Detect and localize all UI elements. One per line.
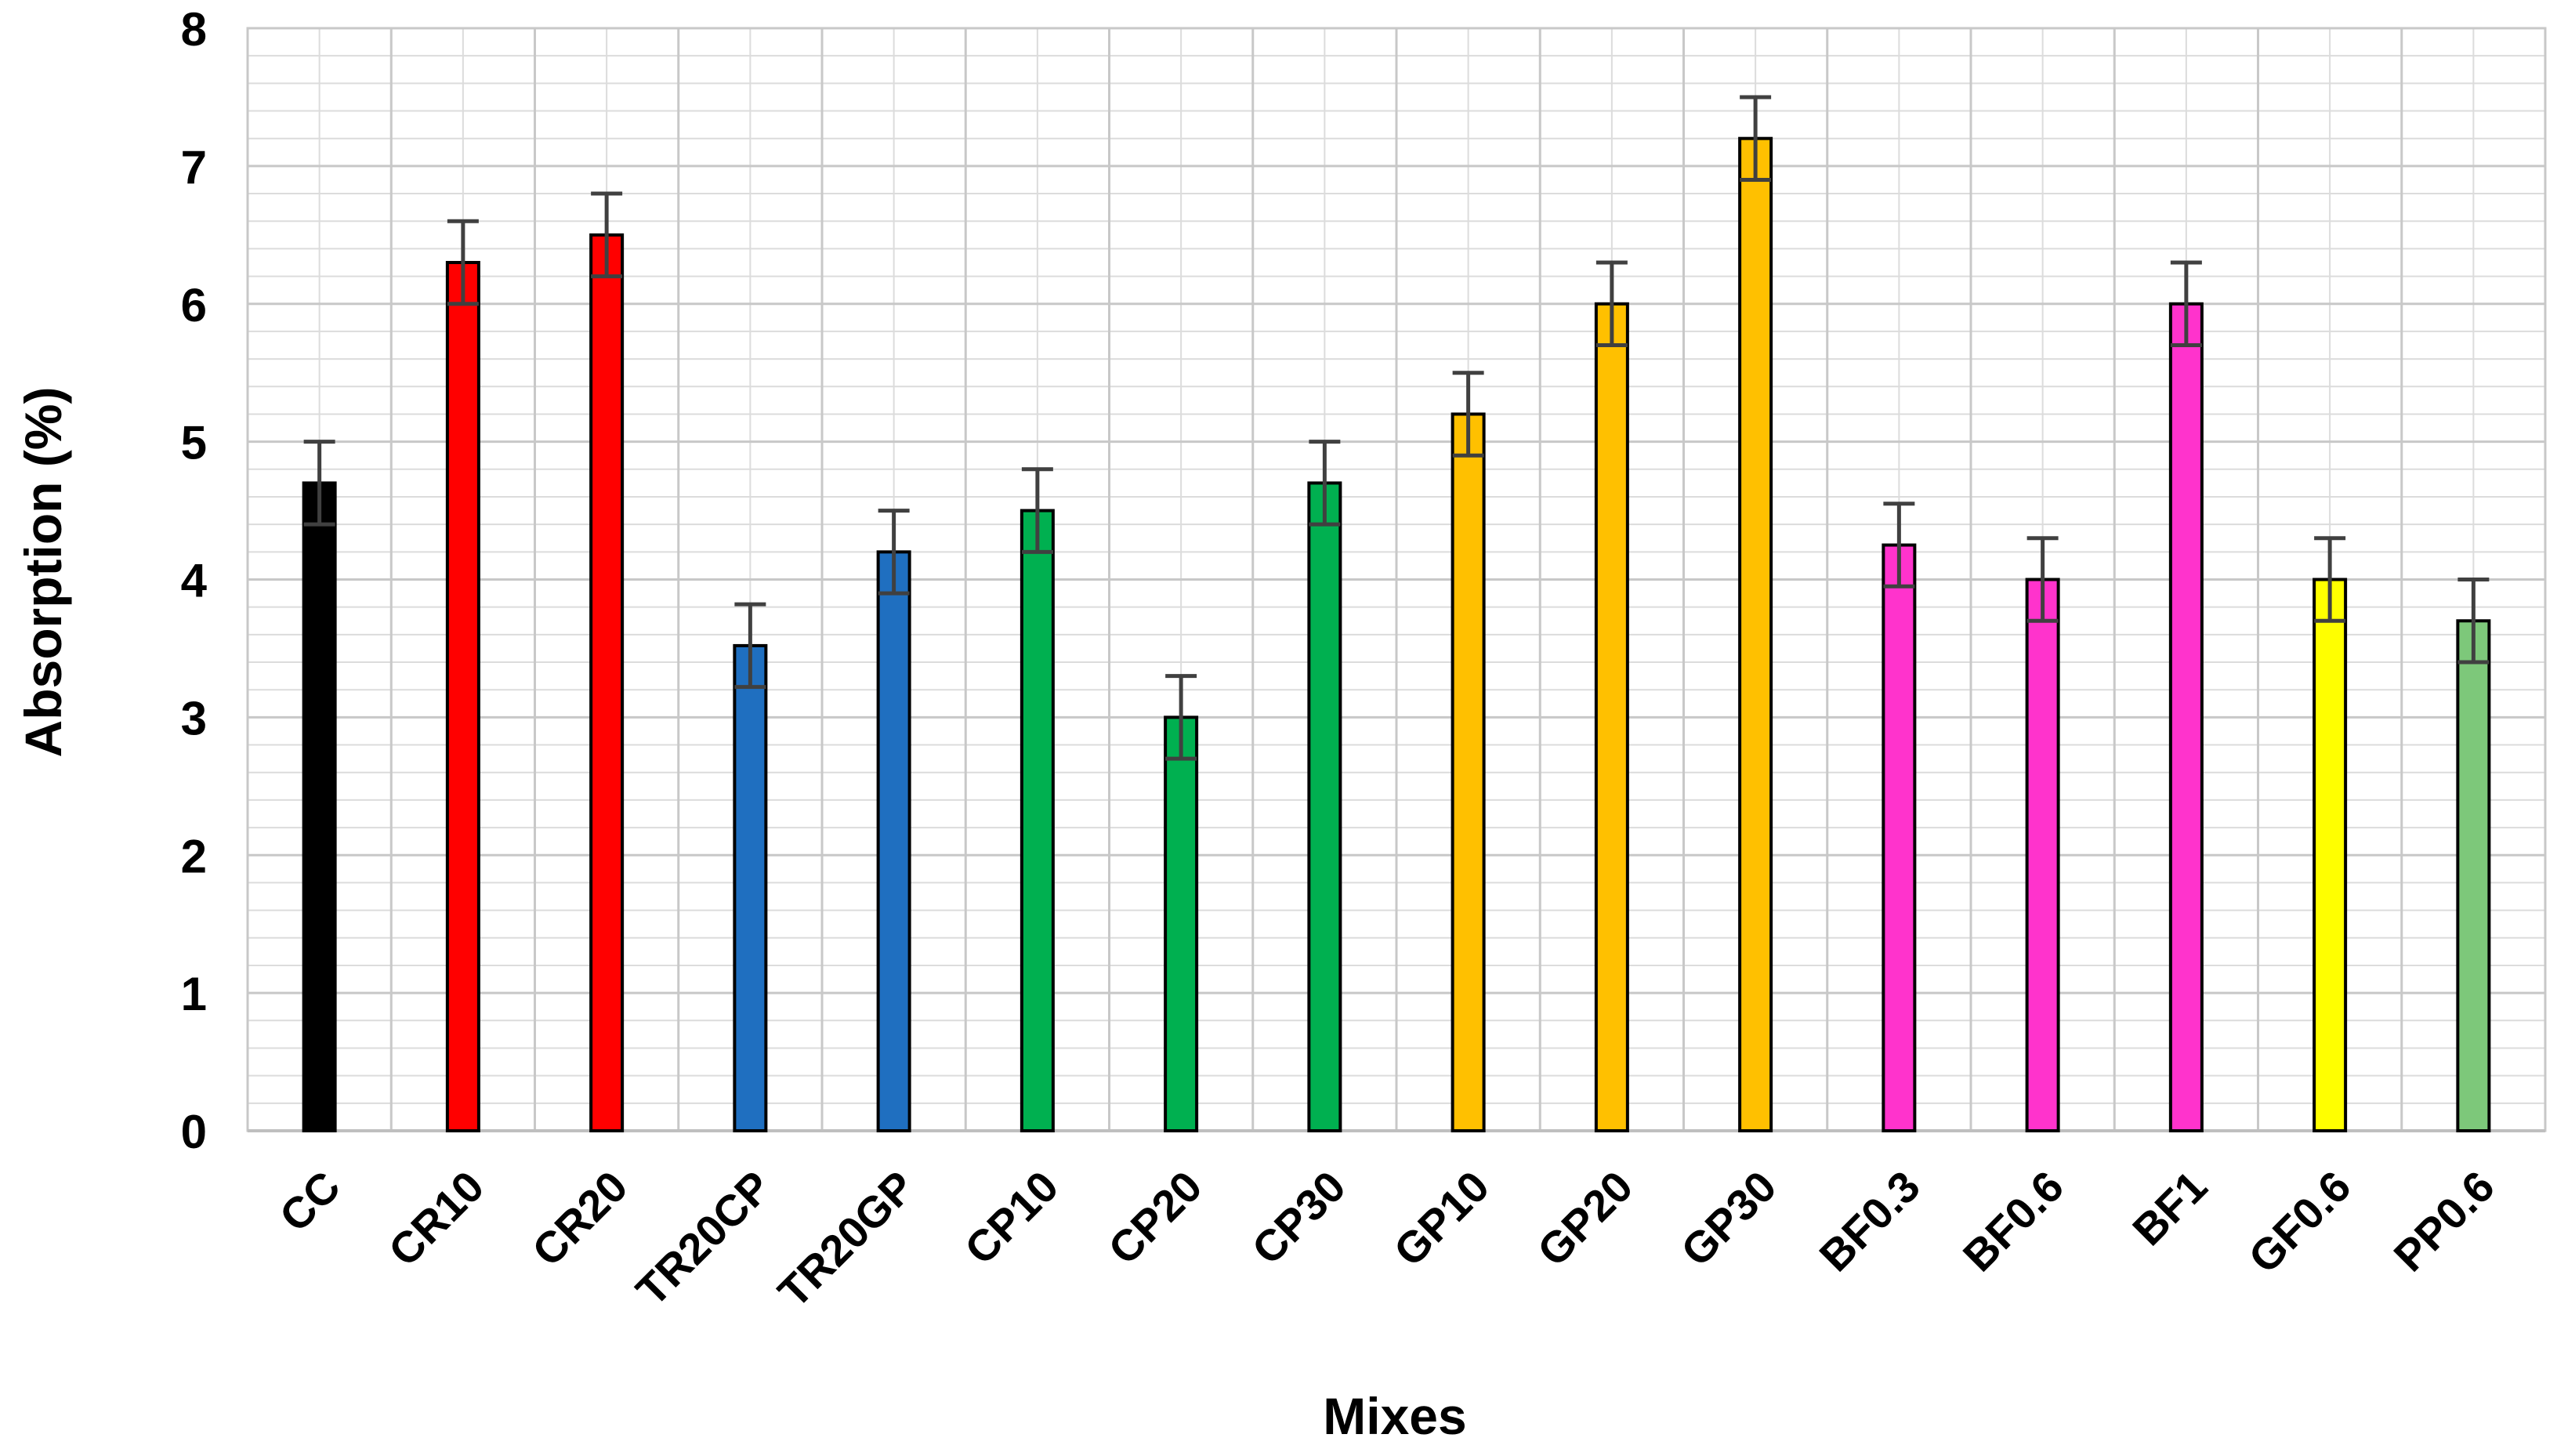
bar-cp10 — [1020, 509, 1055, 1132]
x-tick-label: GP30 — [1671, 1161, 1786, 1276]
y-axis-title: Absorption (%) — [14, 387, 72, 758]
error-bar-cc — [303, 440, 335, 527]
bar-cr20 — [589, 233, 625, 1132]
bar-gp10 — [1451, 412, 1486, 1132]
x-tick-label: CC — [270, 1161, 350, 1241]
error-bar-gp10 — [1452, 371, 1484, 458]
bar-bf0-3 — [1882, 543, 1917, 1132]
x-tick-label: TR20GP — [769, 1161, 925, 1317]
bar-tr20gp — [876, 550, 911, 1132]
error-bar-tr20cp — [734, 602, 766, 690]
x-tick-label: BF0.6 — [1954, 1161, 2073, 1280]
error-bar-gp30 — [1740, 95, 1772, 182]
bar-cr10 — [445, 260, 480, 1132]
y-tick-label: 6 — [181, 279, 207, 331]
x-tick-label: CP10 — [955, 1161, 1068, 1274]
x-tick-label: PP0.6 — [2384, 1161, 2503, 1280]
y-tick-label: 1 — [181, 968, 207, 1020]
error-bar-bf0-6 — [2026, 536, 2059, 623]
y-tick-label: 2 — [181, 830, 207, 882]
error-bar-cp20 — [1165, 674, 1197, 761]
error-bar-cr10 — [447, 219, 479, 306]
error-bar-cp30 — [1309, 440, 1341, 527]
y-tick-label: 4 — [181, 555, 208, 607]
x-tick-label: GP10 — [1384, 1161, 1498, 1276]
bar-cp20 — [1164, 715, 1199, 1132]
y-tick-label: 5 — [181, 417, 207, 469]
error-bars — [303, 95, 2490, 761]
error-bar-cp10 — [1021, 467, 1053, 554]
error-bar-pp0-6 — [2457, 578, 2490, 665]
y-tick-label: 0 — [181, 1106, 207, 1158]
x-tick-label: CR10 — [379, 1161, 494, 1276]
x-tick-label: GF0.6 — [2239, 1161, 2360, 1283]
error-bar-gf0-6 — [2314, 536, 2346, 623]
bar-gp30 — [1738, 136, 1773, 1133]
bar-tr20cp — [733, 643, 768, 1132]
y-tick-label: 8 — [181, 3, 207, 56]
plot-area-frame — [246, 27, 2547, 1132]
x-tick-label: BF1 — [2123, 1161, 2216, 1255]
bar-pp0-6 — [2456, 619, 2491, 1132]
bar-bf1 — [2168, 302, 2204, 1132]
error-bar-gp20 — [1595, 260, 1628, 348]
y-axis-tick-labels: 0 1 2 3 4 5 6 7 8 — [181, 3, 208, 1158]
x-tick-label: CP20 — [1099, 1161, 1211, 1274]
x-tick-label: CR20 — [523, 1161, 637, 1276]
x-tick-label: GP20 — [1528, 1161, 1642, 1276]
y-tick-label: 7 — [181, 141, 207, 194]
x-tick-label: CP30 — [1242, 1161, 1355, 1274]
bar-gf0-6 — [2313, 578, 2348, 1132]
y-tick-label: 3 — [181, 692, 207, 744]
bar-cc — [302, 481, 337, 1132]
bar-bf0-6 — [2025, 578, 2060, 1132]
error-bar-tr20gp — [878, 509, 910, 596]
error-bar-cr20 — [591, 191, 623, 279]
x-tick-label: BF0.3 — [1809, 1161, 1929, 1280]
bar-gp20 — [1594, 302, 1629, 1132]
x-axis-title: Mixes — [1323, 1387, 1466, 1445]
bar-cp30 — [1307, 481, 1342, 1132]
error-bar-bf1 — [2170, 260, 2202, 348]
error-bar-bf0-3 — [1883, 502, 1915, 589]
x-tick-label: TR20CP — [626, 1161, 780, 1315]
